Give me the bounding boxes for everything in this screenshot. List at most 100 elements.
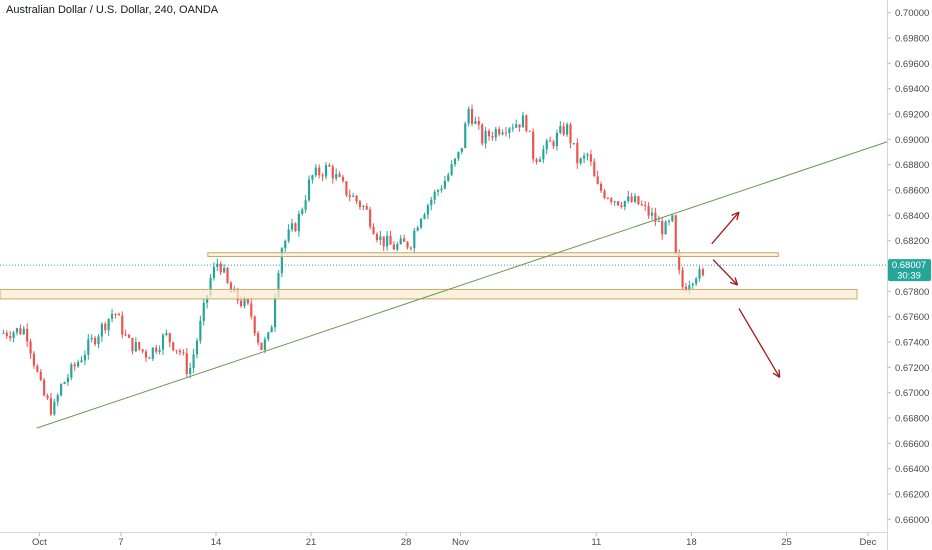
- candle: [250, 298, 253, 320]
- candle-body: [569, 124, 572, 144]
- time-axis[interactable]: Oct 7 14 21 28 Nov 11 18 25 Dec: [0, 532, 887, 548]
- candle: [328, 162, 331, 167]
- candle-body: [498, 128, 501, 135]
- candle: [654, 207, 657, 226]
- candle: [572, 143, 575, 145]
- candle: [5, 330, 8, 339]
- price-tick-label: 0.69400: [895, 84, 929, 95]
- arrow-1[interactable]: [711, 211, 740, 245]
- price-axis[interactable]: 0.70000 0.69800 0.69600 0.69400 0.69200 0.690…: [887, 0, 929, 550]
- candle: [314, 164, 317, 178]
- candle: [260, 342, 263, 351]
- candle: [538, 156, 542, 162]
- candle-body: [535, 159, 538, 162]
- candle-body: [453, 158, 457, 165]
- time-tick-label: 11: [591, 537, 601, 548]
- candle: [189, 362, 192, 378]
- candle-body: [219, 263, 222, 273]
- candle: [338, 171, 341, 178]
- candle-body: [80, 360, 83, 363]
- candle-body: [562, 126, 565, 135]
- resistance-zone[interactable]: [207, 252, 779, 257]
- candle: [348, 189, 351, 202]
- candle: [301, 207, 304, 216]
- candle: [392, 241, 396, 250]
- candle-body: [56, 395, 59, 402]
- candle: [426, 203, 429, 220]
- candle: [151, 347, 154, 362]
- candle: [318, 164, 321, 179]
- candle: [110, 308, 114, 323]
- arrow-2[interactable]: [712, 259, 739, 286]
- candle-body: [2, 332, 5, 334]
- candle: [464, 121, 467, 149]
- candle-body: [545, 140, 548, 150]
- candle-body: [246, 299, 249, 304]
- candle: [73, 361, 76, 372]
- time-tick-label: Nov: [452, 537, 469, 548]
- candle-body: [681, 269, 684, 287]
- candle-body: [216, 263, 219, 267]
- arrow-3[interactable]: [738, 308, 781, 379]
- candle: [39, 369, 42, 382]
- candle: [12, 330, 15, 343]
- candle: [433, 189, 436, 205]
- arrow-head: [778, 369, 781, 378]
- candle-body: [549, 140, 552, 142]
- drawings-layer: [0, 141, 888, 429]
- candle-body: [60, 384, 63, 396]
- candle-body: [43, 380, 46, 396]
- candle-body: [192, 354, 195, 368]
- candle-body: [29, 341, 32, 354]
- candle: [290, 218, 294, 232]
- candle: [369, 206, 372, 230]
- candle-body: [599, 183, 603, 191]
- candle-body: [26, 328, 29, 342]
- candle: [681, 266, 684, 291]
- candle: [515, 119, 518, 129]
- candle: [613, 200, 616, 206]
- support-zone[interactable]: [0, 288, 858, 300]
- candle: [304, 194, 307, 214]
- candle: [487, 128, 491, 141]
- candle: [195, 337, 199, 359]
- candle: [701, 267, 705, 277]
- candle-body: [314, 167, 317, 176]
- candle-body: [678, 254, 681, 270]
- candle: [324, 162, 328, 180]
- candle-body: [382, 236, 385, 247]
- candle: [508, 127, 511, 139]
- candle: [22, 325, 25, 336]
- candle: [470, 104, 474, 127]
- candle: [117, 312, 120, 316]
- candle: [165, 329, 168, 337]
- candle: [287, 224, 290, 243]
- candle: [443, 175, 446, 190]
- arrow-head: [734, 277, 739, 286]
- candle: [586, 152, 589, 161]
- candle: [389, 230, 392, 245]
- candle: [297, 210, 300, 237]
- candle: [15, 327, 19, 336]
- candle: [674, 214, 677, 255]
- candle: [83, 350, 86, 366]
- candle: [280, 246, 283, 278]
- candle: [141, 348, 144, 354]
- candle-body: [688, 285, 691, 291]
- candle-body: [698, 269, 701, 279]
- candle-body: [494, 128, 497, 138]
- candle: [87, 334, 90, 360]
- candle: [104, 321, 107, 334]
- candle: [552, 139, 555, 150]
- trendline[interactable]: [36, 141, 888, 429]
- candle: [633, 193, 637, 204]
- candle: [311, 174, 314, 184]
- candle-body: [501, 132, 504, 135]
- candle: [430, 196, 433, 211]
- price-tick-label: 0.67200: [895, 363, 929, 374]
- candle: [436, 188, 440, 197]
- candle-body: [654, 212, 657, 222]
- candle-body: [579, 158, 582, 164]
